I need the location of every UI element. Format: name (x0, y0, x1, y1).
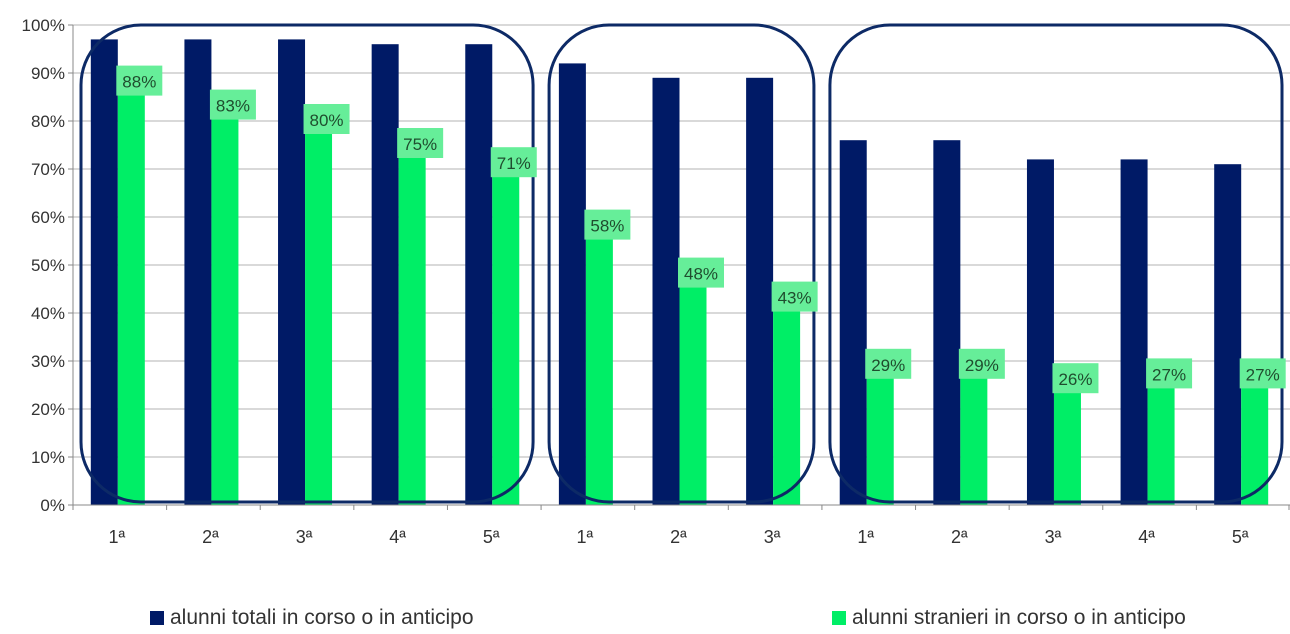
data-label-bg (865, 348, 912, 379)
data-label-bg (397, 128, 444, 158)
legend-item-totali: alunni totali in corso o in anticipo (150, 605, 474, 631)
bar-stranieri (117, 82, 145, 505)
bar-totali (90, 39, 118, 506)
y-tick-label: 20% (31, 400, 65, 419)
data-label: 48% (684, 265, 718, 284)
x-tick-label: 1ª (577, 527, 594, 547)
data-label: 29% (965, 356, 999, 375)
y-tick-label: 70% (31, 160, 65, 179)
x-tick-label: 4ª (1138, 527, 1155, 547)
y-axis: 0% 10% 20% 30% 40% 50% 60% 70% 80% 90% 100% (22, 16, 74, 515)
y-tick-label: 90% (31, 64, 65, 83)
data-label-bg (490, 147, 537, 178)
bar-totali (371, 44, 399, 505)
data-label-bg (1052, 363, 1099, 394)
bar-stranieri (585, 226, 613, 505)
bar-totali (652, 77, 680, 506)
legend-swatch-totali (150, 611, 164, 625)
bar-totali (933, 140, 961, 505)
bar-stranieri (960, 365, 988, 505)
bar-chart: 0% 10% 20% 30% 40% 50% 60% 70% 80% 90% 100% 88% 83%… (22, 16, 1290, 547)
x-tick-label: 3ª (1045, 527, 1062, 547)
y-tick-label: 80% (31, 112, 65, 131)
data-labels: 88% 83% 80% 75% 71% 58% 48% 43% 29% 29% 26% 27% 27% (116, 65, 1286, 394)
bar-totali (1214, 164, 1242, 505)
data-label: 80% (310, 111, 344, 130)
bar-stranieri (679, 274, 707, 505)
data-label-bg (1239, 358, 1286, 389)
x-axis: 1ª 2ª 3ª 4ª 5ª 1ª 2ª 3ª 1ª 2ª 3ª 4ª 5ª (72, 504, 1290, 547)
bar-stranieri (866, 365, 894, 505)
legend-label-stranieri: alunni stranieri in corso o in anticipo (852, 606, 1186, 629)
x-tick-label: 1ª (857, 527, 874, 547)
data-label: 88% (122, 73, 156, 92)
group-outline (79, 23, 535, 504)
bar-stranieri (398, 145, 426, 505)
data-label-bg (1146, 358, 1193, 389)
y-tick-label: 30% (31, 352, 65, 371)
x-tick-label: 1ª (108, 527, 125, 547)
legend-label-totali: alunni totali in corso o in anticipo (170, 606, 474, 629)
data-label: 27% (1246, 365, 1280, 384)
x-tick-label: 5ª (1232, 527, 1249, 547)
y-tick-label: 10% (31, 448, 65, 467)
data-label: 58% (590, 217, 624, 236)
data-label-bg (958, 348, 1005, 379)
bar-totali (1026, 159, 1054, 505)
bar-stranieri (305, 121, 333, 505)
data-label-bg (209, 89, 256, 120)
data-label: 26% (1058, 370, 1092, 389)
data-label-bg (116, 65, 163, 96)
group-outlines (79, 23, 1284, 504)
bar-stranieri (773, 298, 801, 505)
y-tick-label: 60% (31, 208, 65, 227)
bar-stranieri (492, 164, 520, 505)
group-outline (828, 23, 1284, 504)
x-tick-label: 5ª (483, 527, 500, 547)
x-tick-label: 2ª (670, 527, 687, 547)
data-label: 29% (871, 356, 905, 375)
bar-stranieri (211, 106, 239, 505)
data-label-bg (303, 104, 350, 134)
x-tick-label: 3ª (296, 527, 313, 547)
y-tick-label: 100% (22, 16, 65, 35)
data-label: 75% (403, 135, 437, 154)
data-label-bg (678, 257, 724, 288)
data-label-bg (771, 281, 818, 312)
bar-totali (184, 39, 212, 506)
data-label-bg (584, 209, 631, 240)
bar-totali (465, 44, 493, 505)
data-label: 43% (778, 289, 812, 308)
group-outline (547, 23, 816, 504)
legend-swatch-stranieri (832, 611, 846, 625)
bar-stranieri (1053, 380, 1081, 505)
data-label: 83% (216, 97, 250, 116)
x-tick-label: 2ª (202, 527, 219, 547)
data-label: 27% (1152, 365, 1186, 384)
x-tick-label: 2ª (951, 527, 968, 547)
x-tick-label: 4ª (389, 527, 406, 547)
data-label: 71% (497, 154, 531, 173)
legend-item-stranieri: alunni stranieri in corso o in anticipo (832, 605, 1186, 631)
y-tick-label: 0% (40, 496, 65, 515)
bar-totali (839, 140, 867, 505)
bars (90, 39, 1269, 506)
y-tick-label: 50% (31, 256, 65, 275)
bar-totali (278, 39, 306, 506)
bar-totali (1120, 159, 1148, 505)
x-tick-label: 3ª (764, 527, 781, 547)
bar-totali (558, 63, 586, 506)
y-tick-label: 40% (31, 304, 65, 323)
bar-stranieri (1147, 375, 1175, 505)
bar-totali (746, 77, 774, 506)
